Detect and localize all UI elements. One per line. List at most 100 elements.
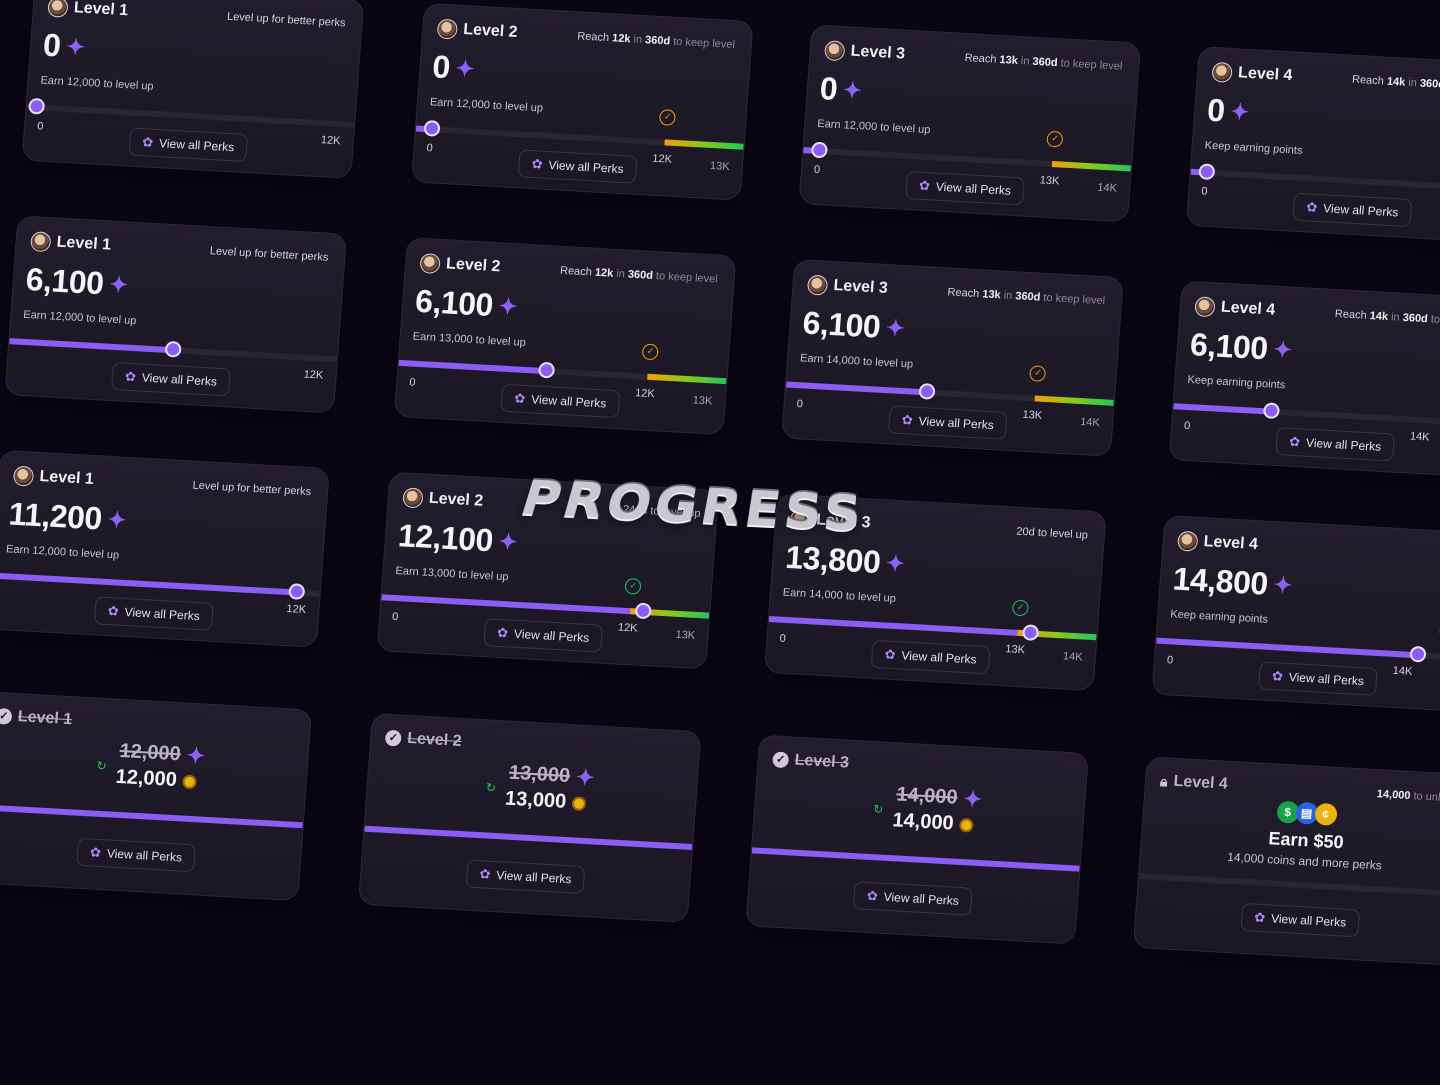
scale-mid-label: 13K <box>1022 409 1042 422</box>
progress-knob[interactable] <box>538 362 555 379</box>
progress-knob[interactable] <box>918 383 935 400</box>
level-card: Level 414,800✦Keep earning points✓014K+✿… <box>1151 515 1440 713</box>
checkpoint-icon: ✓ <box>659 109 676 126</box>
progress-fill <box>9 338 173 353</box>
level-heading: Level 2 <box>419 253 501 277</box>
gift-icon: ✿ <box>884 646 896 663</box>
gift-icon: ✿ <box>1306 199 1318 216</box>
level-card: Level 3Reach 13k in 360d to keep level0✦… <box>798 24 1141 222</box>
level-note: 20d to level up <box>1016 526 1088 542</box>
level-heading: Level 4 <box>1194 296 1276 320</box>
note-in: in <box>1388 311 1404 324</box>
view-all-perks-button[interactable]: ✿ View all Perks <box>500 384 620 419</box>
level-label: Level 2 <box>428 490 483 511</box>
view-all-perks-label: View all Perks <box>159 136 235 154</box>
progress-knob[interactable] <box>165 341 182 358</box>
level-heading: Level 3 <box>824 40 906 64</box>
progress-knob[interactable] <box>1022 624 1039 641</box>
points-subtitle: Earn 14,000 to level up <box>800 352 914 370</box>
points-value: 6,100✦ <box>801 304 905 347</box>
points-number: 13,800 <box>784 539 881 581</box>
scale-mid-label: 12K <box>286 603 306 616</box>
level-card: Level 2Reach 12k in 360d to keep level6,… <box>394 237 737 435</box>
level-card: Level 4Reach 14k in 360d to keep level6,… <box>1169 280 1440 478</box>
view-all-perks-button[interactable]: ✿View all Perks <box>483 618 603 653</box>
completed-progress-band <box>364 826 692 850</box>
scale-end-label: 14K <box>1080 416 1100 429</box>
sparkle-icon: ✦ <box>575 766 595 789</box>
points-value: 0✦ <box>42 27 86 66</box>
points-number: 6,100 <box>414 283 494 324</box>
progress-knob[interactable] <box>424 120 441 137</box>
view-all-perks-button[interactable]: ✿View all Perks <box>76 838 196 873</box>
view-all-perks-button[interactable]: ✿View all Perks <box>905 171 1025 206</box>
progress-knob[interactable] <box>288 583 305 600</box>
points-number: 0 <box>42 27 62 65</box>
avatar <box>419 253 440 274</box>
avatar <box>807 275 828 296</box>
view-all-perks-button[interactable]: ✿View all Perks <box>1275 427 1395 462</box>
view-all-perks-label: View all Perks <box>106 846 182 864</box>
level-label: Level 1 <box>56 234 111 255</box>
level-heading: 🔒︎Level 4 <box>1159 772 1228 794</box>
points-value: 13,800✦ <box>784 539 905 583</box>
progress-track: ✓ <box>381 594 709 618</box>
view-all-perks-button[interactable]: ✿View all Perks <box>1240 903 1360 938</box>
scale-end-label: 13K <box>710 160 730 173</box>
view-all-perks-button[interactable]: ✿View all Perks <box>888 405 1008 440</box>
refresh-icon: ↻ <box>96 759 107 774</box>
scale-end-label: 14K <box>1097 182 1117 195</box>
completed-progress-band <box>752 847 1080 871</box>
gift-icon: ✿ <box>497 625 509 642</box>
progress-knob[interactable] <box>1410 646 1427 663</box>
note-suffix: to keep level <box>653 270 719 286</box>
level-note: Level up for better perks <box>227 11 346 30</box>
view-all-perks-label: View all Perks <box>1323 201 1399 219</box>
view-all-perks-button[interactable]: ✿View all Perks <box>94 596 214 631</box>
checkpoint-icon: ✓ <box>642 343 659 360</box>
progress-knob[interactable] <box>1263 402 1280 419</box>
level-label: Level 1 <box>39 468 94 489</box>
note-days: 360d <box>1419 77 1440 90</box>
points-subtitle: Earn 12,000 to level up <box>817 118 931 136</box>
gift-icon: ✿ <box>90 844 102 861</box>
progress-knob[interactable] <box>28 98 45 115</box>
progress-track <box>26 104 354 128</box>
points-subtitle: Earn 12,000 to level up <box>40 74 154 92</box>
points-value: 12,100✦ <box>397 517 518 561</box>
level-card: Level 2Reach 12k in 360d to keep level0✦… <box>411 3 754 201</box>
scale-mid-label: 14K <box>1409 430 1429 443</box>
view-all-perks-button[interactable]: ✿View all Perks <box>465 859 585 894</box>
view-all-perks-button[interactable]: ✿View all Perks <box>111 362 231 397</box>
view-all-perks-button[interactable]: ✿View all Perks <box>518 149 638 184</box>
points-number: 0 <box>431 48 451 86</box>
points-number: 12,100 <box>397 517 494 559</box>
avatar <box>1177 531 1198 552</box>
progress-track: ✓ <box>416 125 744 149</box>
view-all-perks-button[interactable]: ✿View all Perks <box>871 640 991 675</box>
gift-icon: ✿ <box>1254 910 1266 927</box>
note-in: in <box>630 33 646 46</box>
points-subtitle: Earn 13,000 to level up <box>395 565 509 583</box>
coin-points: 12,000 <box>115 766 198 793</box>
scale-start-label: 0 <box>814 164 821 176</box>
avatar <box>47 0 68 18</box>
progress-knob[interactable] <box>635 603 652 620</box>
level-label: Level 3 <box>794 752 849 773</box>
progress-knob[interactable] <box>811 142 828 159</box>
progress-knob[interactable] <box>1199 163 1216 180</box>
gift-icon: ✿ <box>514 390 526 407</box>
progress-fill <box>0 573 297 596</box>
view-all-perks-button[interactable]: ✿View all Perks <box>128 128 248 163</box>
points-subtitle: Keep earning points <box>1187 374 1286 391</box>
coin-points: 14,000 <box>892 809 975 836</box>
view-all-perks-label: View all Perks <box>531 392 607 410</box>
points-value: 11,200✦ <box>7 495 127 538</box>
level-heading: ✓Level 3 <box>772 750 849 772</box>
view-all-perks-button[interactable]: ✿View all Perks <box>853 881 973 916</box>
view-all-perks-button[interactable]: ✿ View all Perks <box>1292 193 1412 228</box>
progress-fill <box>1156 638 1418 659</box>
points-value: 6,100✦ <box>25 261 129 304</box>
level-card: Level 4Reach 14k in 360d to keep level0✦… <box>1186 46 1440 244</box>
view-all-perks-button[interactable]: ✿View all Perks <box>1258 661 1378 696</box>
